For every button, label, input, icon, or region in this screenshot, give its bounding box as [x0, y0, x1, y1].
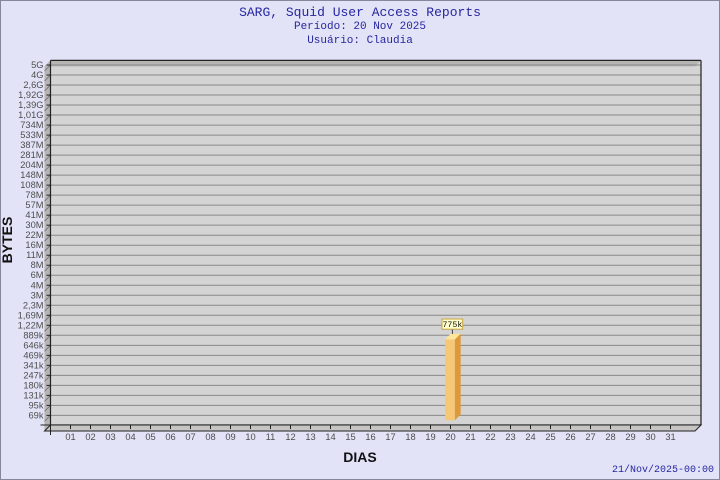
svg-text:23: 23	[505, 432, 515, 442]
svg-text:24: 24	[525, 432, 535, 442]
svg-text:25: 25	[545, 432, 555, 442]
svg-text:734M: 734M	[20, 120, 43, 130]
svg-text:27: 27	[585, 432, 595, 442]
svg-text:22: 22	[485, 432, 495, 442]
svg-text:09: 09	[225, 432, 235, 442]
svg-text:12: 12	[285, 432, 295, 442]
svg-text:469k: 469k	[23, 350, 44, 360]
svg-text:3M: 3M	[31, 290, 44, 300]
svg-text:26: 26	[565, 432, 575, 442]
svg-text:06: 06	[165, 432, 175, 442]
svg-text:18: 18	[405, 432, 415, 442]
svg-text:04: 04	[125, 432, 135, 442]
svg-text:6M: 6M	[31, 270, 44, 280]
svg-text:19: 19	[425, 432, 435, 442]
svg-text:8M: 8M	[31, 260, 44, 270]
svg-text:30: 30	[645, 432, 655, 442]
svg-text:16M: 16M	[25, 240, 43, 250]
svg-text:775k: 775k	[442, 320, 462, 330]
svg-text:11: 11	[266, 432, 276, 442]
svg-text:57M: 57M	[25, 200, 43, 210]
svg-text:16: 16	[365, 432, 375, 442]
svg-text:180k: 180k	[23, 380, 44, 390]
svg-text:5G: 5G	[31, 60, 43, 70]
svg-text:05: 05	[145, 432, 155, 442]
svg-text:41M: 41M	[25, 210, 43, 220]
svg-text:30M: 30M	[25, 220, 43, 230]
svg-text:2,6G: 2,6G	[23, 80, 43, 90]
svg-text:1,39G: 1,39G	[18, 100, 43, 110]
svg-text:28: 28	[605, 432, 615, 442]
svg-text:4M: 4M	[31, 280, 44, 290]
svg-text:03: 03	[105, 432, 115, 442]
svg-text:281M: 281M	[20, 150, 43, 160]
svg-text:247k: 247k	[23, 370, 44, 380]
svg-text:29: 29	[625, 432, 635, 442]
svg-text:4G: 4G	[31, 70, 43, 80]
svg-text:31: 31	[665, 432, 675, 442]
svg-text:533M: 533M	[20, 130, 43, 140]
svg-text:21: 21	[465, 432, 475, 442]
svg-text:646k: 646k	[23, 340, 44, 350]
svg-text:889k: 889k	[23, 330, 44, 340]
svg-text:17: 17	[385, 432, 395, 442]
svg-text:02: 02	[85, 432, 95, 442]
svg-text:108M: 108M	[20, 180, 43, 190]
svg-text:20: 20	[445, 432, 455, 442]
svg-text:341k: 341k	[23, 360, 44, 370]
svg-text:15: 15	[345, 432, 355, 442]
svg-text:08: 08	[205, 432, 215, 442]
svg-text:131k: 131k	[23, 390, 44, 400]
svg-text:69k: 69k	[29, 410, 44, 420]
svg-text:1,92G: 1,92G	[18, 90, 43, 100]
svg-text:387M: 387M	[20, 140, 43, 150]
svg-text:10: 10	[245, 432, 255, 442]
svg-text:148M: 148M	[20, 170, 43, 180]
svg-text:07: 07	[185, 432, 195, 442]
svg-text:11M: 11M	[26, 250, 43, 260]
svg-text:22M: 22M	[25, 230, 43, 240]
svg-text:1,69M: 1,69M	[18, 310, 44, 320]
svg-text:1,01G: 1,01G	[18, 110, 43, 120]
svg-text:01: 01	[65, 432, 75, 442]
svg-text:78M: 78M	[25, 190, 43, 200]
svg-text:2,3M: 2,3M	[23, 300, 44, 310]
svg-text:204M: 204M	[20, 160, 43, 170]
svg-text:1,22M: 1,22M	[18, 320, 44, 330]
svg-text:14: 14	[325, 432, 335, 442]
svg-text:95k: 95k	[29, 400, 44, 410]
svg-text:13: 13	[305, 432, 315, 442]
